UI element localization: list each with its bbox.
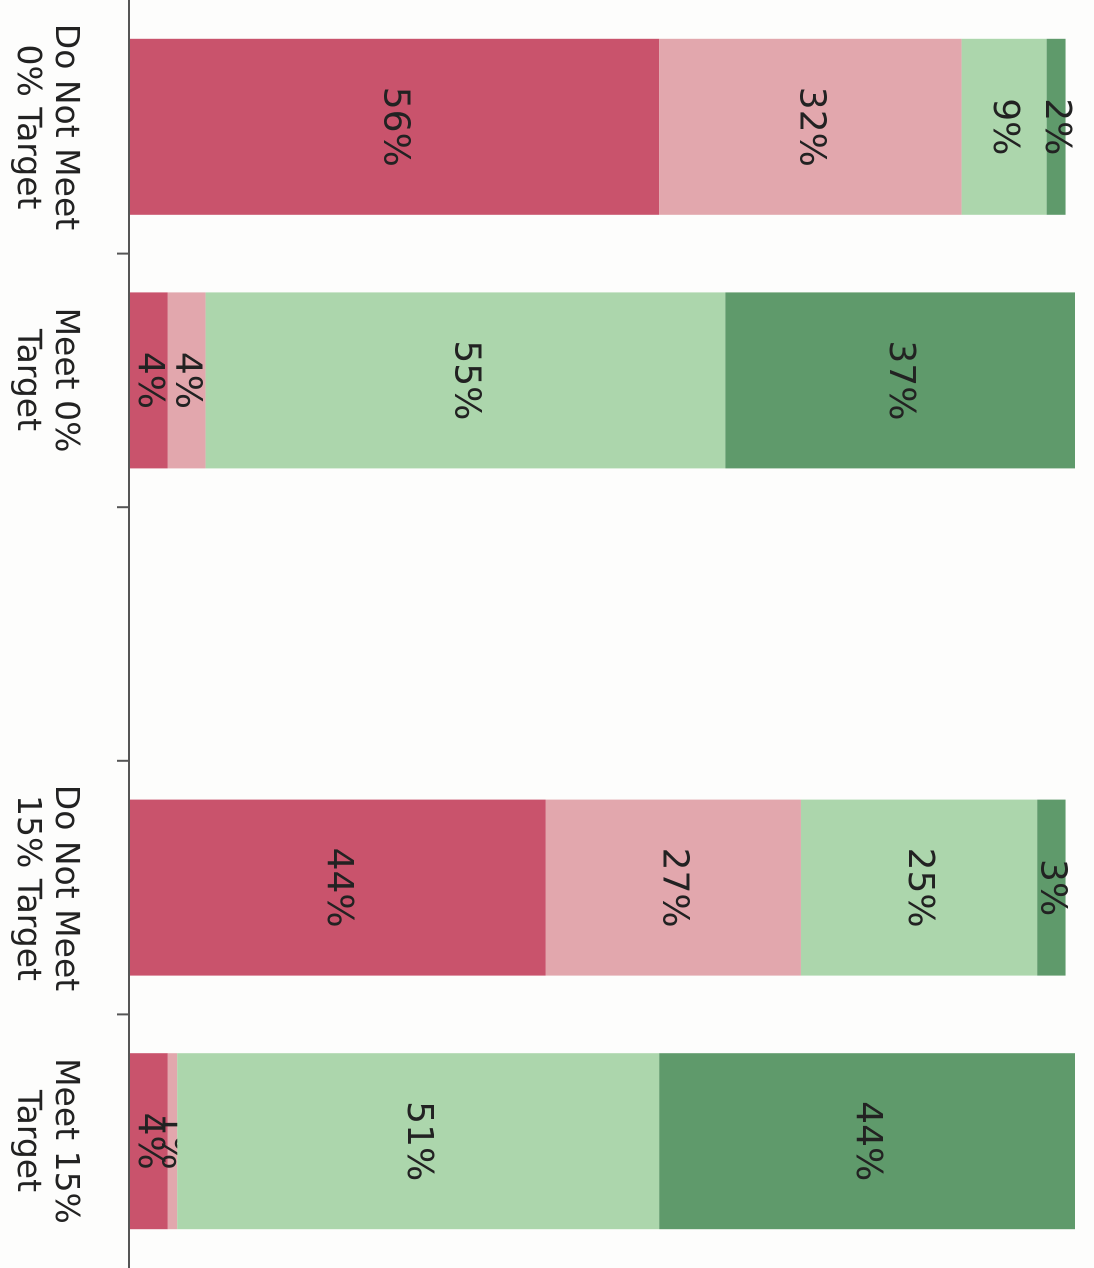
category-label: Do Not Meet 15% Target — [10, 784, 87, 991]
bar-segment — [167, 292, 206, 469]
category-label: Do Not Meet 0% Target — [10, 23, 87, 230]
value-label: 9% — [985, 98, 1026, 155]
value-label: 51% — [399, 1101, 440, 1181]
value-label: 4% — [168, 352, 209, 409]
bar-segment — [659, 1053, 1075, 1230]
value-label: 27% — [654, 848, 695, 928]
value-label: 32% — [791, 87, 832, 167]
value-label: 37% — [881, 340, 922, 420]
bar-segment — [130, 799, 546, 976]
value-label: 44% — [319, 848, 360, 928]
bar-segment — [961, 38, 1047, 215]
bar-segment — [167, 1053, 178, 1230]
value-label: 44% — [848, 1101, 889, 1181]
bar-segment — [130, 1053, 168, 1230]
bar-segment — [177, 1053, 660, 1230]
value-label: 4% — [130, 1113, 171, 1170]
category-label: Meet 15% Target — [10, 1058, 87, 1225]
bar-segment — [205, 292, 726, 469]
value-label: 2% — [1037, 98, 1078, 155]
category-label: Meet 0% Target — [10, 307, 87, 453]
value-label: 56% — [376, 87, 417, 167]
value-label: 3% — [1032, 859, 1073, 916]
bar-segment — [1046, 38, 1066, 215]
bar-segment — [130, 38, 660, 215]
value-label: 25% — [900, 848, 941, 928]
value-label: 4% — [130, 352, 171, 409]
bar-segment — [1037, 799, 1066, 976]
bar-segment — [545, 799, 801, 976]
bar-segment — [725, 292, 1075, 469]
bar-segment — [130, 292, 168, 469]
value-label: 55% — [446, 340, 487, 420]
bar-segment — [800, 799, 1038, 976]
bar-segment — [659, 38, 962, 215]
